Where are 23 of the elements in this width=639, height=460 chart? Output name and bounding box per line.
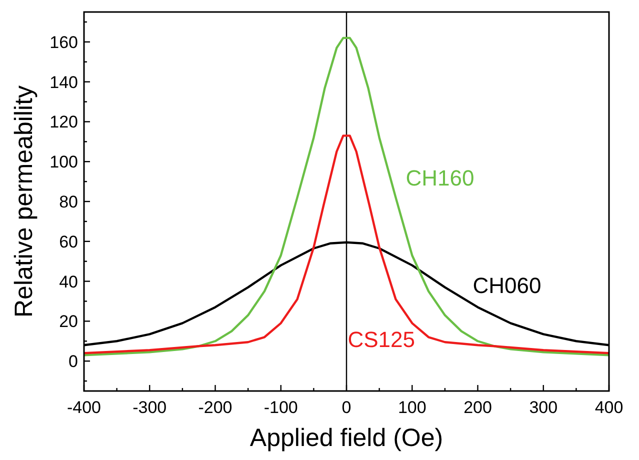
y-tick-label: 120 [50,112,78,132]
y-tick-label: 160 [50,32,78,52]
x-tick-label: 100 [398,398,426,417]
y-tick-label: 80 [59,192,78,212]
y-tick-label: 40 [59,272,78,292]
y-tick-label: 0 [68,352,78,372]
y-tick-label: 20 [59,312,78,332]
x-tick-label: 300 [529,398,558,417]
series-label: CH160 [406,166,474,191]
x-tick-label: 0 [342,398,352,417]
x-tick-label: 200 [464,398,492,417]
x-tick-label: -300 [132,398,167,417]
y-tick-label: 100 [50,152,78,172]
x-tick-label: -400 [66,398,102,417]
x-tick-label: -200 [198,398,232,417]
y-axis-title: Relative permeability [10,84,38,318]
series-label: CS125 [348,327,415,352]
x-tick-label: -100 [264,398,298,417]
x-tick-label: 400 [594,398,624,417]
y-tick-label: 140 [50,72,78,92]
y-tick-label: 60 [59,232,78,252]
series-label: CH060 [472,273,542,298]
x-axis-title: Applied field (Oe) [250,424,444,452]
